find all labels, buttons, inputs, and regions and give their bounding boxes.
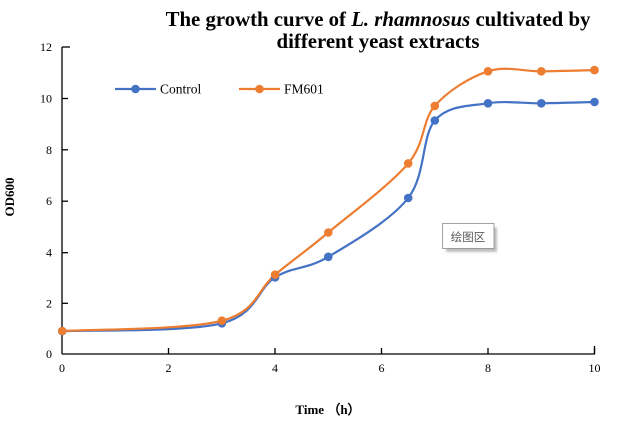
- svg-text:OD600: OD600: [2, 178, 17, 217]
- svg-text:10: 10: [589, 361, 601, 375]
- svg-text:10: 10: [40, 92, 52, 106]
- svg-text:2: 2: [46, 296, 52, 310]
- svg-text:2: 2: [166, 361, 172, 375]
- svg-text:Control: Control: [160, 82, 202, 97]
- svg-text:0: 0: [46, 347, 52, 361]
- svg-text:FM601: FM601: [284, 82, 324, 97]
- svg-text:0: 0: [59, 361, 65, 375]
- svg-text:6: 6: [46, 194, 52, 208]
- svg-text:Time （h）: Time （h）: [295, 402, 360, 417]
- svg-text:12: 12: [40, 40, 52, 54]
- svg-text:4: 4: [272, 361, 278, 375]
- svg-text:8: 8: [46, 143, 52, 157]
- svg-text:8: 8: [485, 361, 491, 375]
- svg-text:绘图区: 绘图区: [451, 230, 486, 244]
- svg-text:6: 6: [379, 361, 385, 375]
- svg-text:4: 4: [46, 246, 52, 260]
